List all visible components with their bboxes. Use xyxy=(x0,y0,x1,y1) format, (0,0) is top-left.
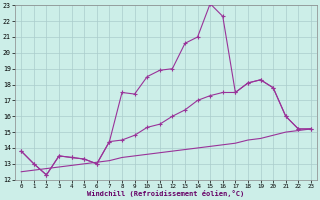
X-axis label: Windchill (Refroidissement éolien,°C): Windchill (Refroidissement éolien,°C) xyxy=(87,190,245,197)
